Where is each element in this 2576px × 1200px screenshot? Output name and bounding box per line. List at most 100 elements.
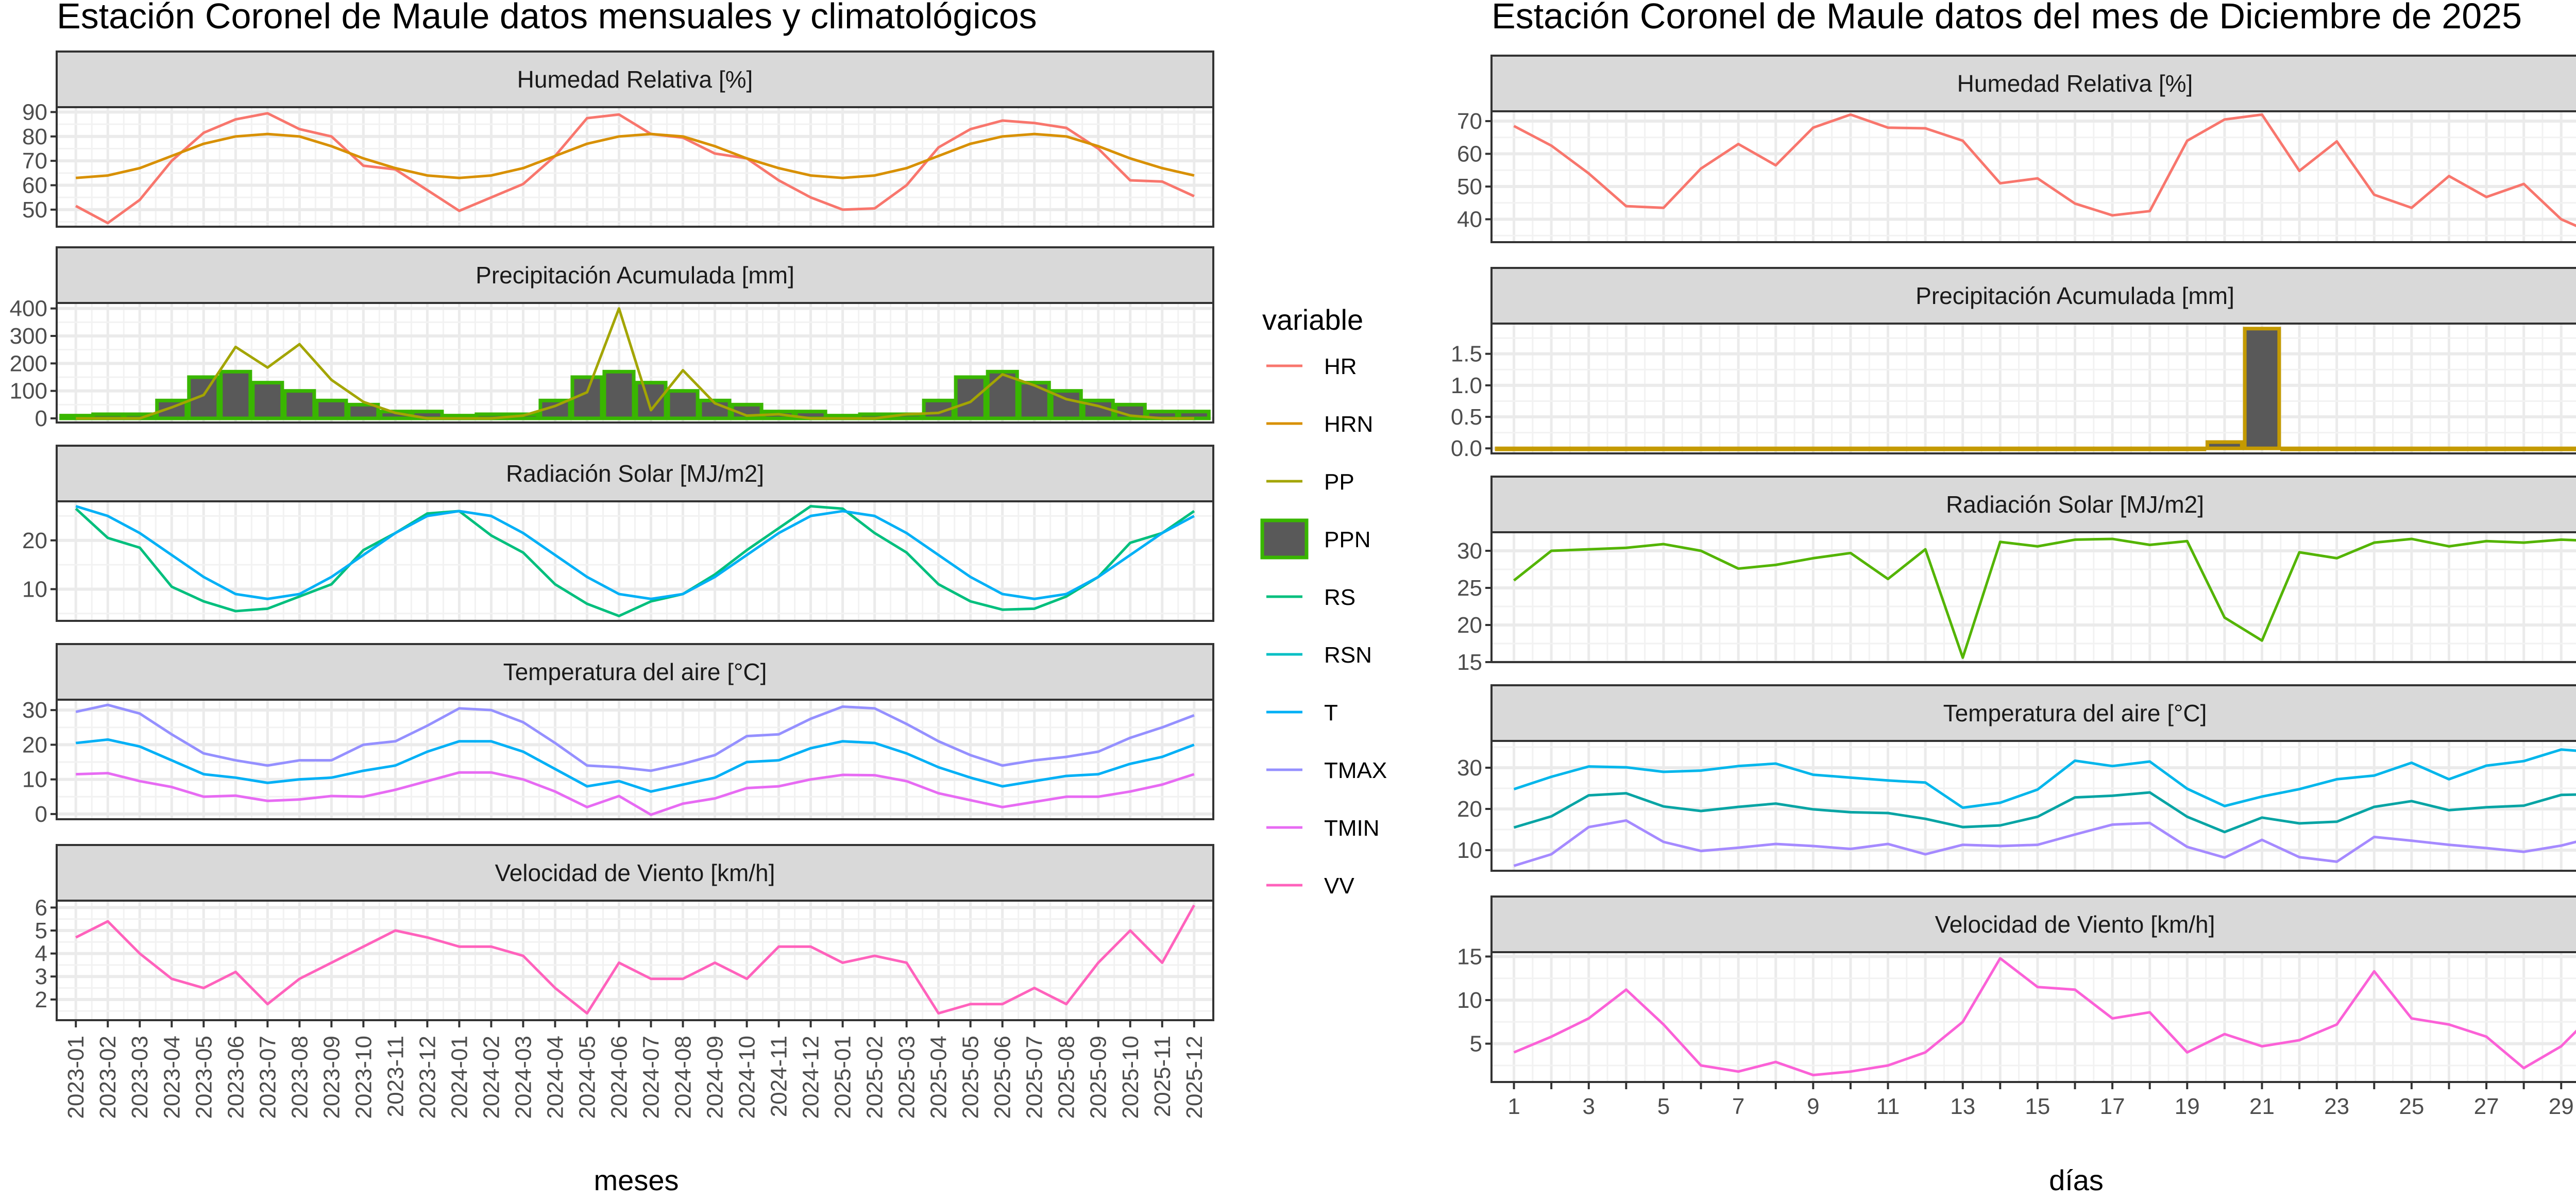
- panel-background: [1492, 532, 2576, 662]
- y-tick-label: 20: [1457, 613, 1482, 638]
- x-tick-label: 2025-08: [1054, 1036, 1079, 1119]
- y-tick-label: 400: [10, 296, 47, 322]
- x-tick-label: 23: [2324, 1094, 2349, 1119]
- y-tick-label: 20: [22, 732, 47, 757]
- y-tick-label: 25: [1457, 576, 1482, 601]
- bar-pp: [1832, 446, 1870, 451]
- y-tick-label: 50: [1457, 174, 1482, 199]
- bar-ppn: [954, 375, 987, 420]
- y-tick-label: 30: [22, 698, 47, 723]
- x-tick-label: 2024-05: [574, 1036, 600, 1119]
- x-tick-label: 2024-12: [799, 1036, 824, 1119]
- bar-ppn: [347, 402, 380, 420]
- legend-item-label: HRN: [1324, 412, 1373, 437]
- bar-ppn: [634, 381, 668, 420]
- panel-border: [56, 699, 1214, 820]
- x-tick-label: 2023-08: [287, 1036, 312, 1119]
- series-line-rs: [1513, 537, 2576, 659]
- x-tick-label: 2025-02: [862, 1036, 888, 1119]
- x-tick-label: 2023-01: [63, 1036, 89, 1119]
- y-tick-label: 10: [22, 767, 47, 792]
- y-tick-label: 0: [35, 802, 47, 827]
- bar-ppn: [315, 398, 348, 420]
- x-tick-label: 17: [2100, 1094, 2125, 1119]
- x-tick-label: 2025-03: [894, 1036, 920, 1119]
- panel-border: [1490, 110, 2576, 243]
- x-tick-label: 29: [2549, 1094, 2574, 1119]
- facet-strip-label: Velocidad de Viento [km/h]: [1935, 911, 2215, 938]
- facet-strip: [56, 643, 1214, 701]
- legend-item-label: VV: [1324, 873, 1354, 899]
- series-line-hr: [1513, 113, 2576, 227]
- x-tick-label: 1: [1507, 1094, 1520, 1119]
- bar-pp: [1756, 446, 1795, 451]
- y-tick-label: 1.5: [1451, 342, 1482, 367]
- facet-strip: [1490, 267, 2576, 325]
- y-tick-label: 30: [1457, 538, 1482, 564]
- facet-strip-label: Humedad Relativa [%]: [1957, 70, 2193, 97]
- series-line-rs: [75, 504, 1195, 618]
- facet-strip: [1490, 55, 2576, 112]
- plot-layer: Humedad Relativa [%]5060708090Precipitac…: [10, 50, 2576, 1119]
- x-tick-label: 2023-06: [223, 1036, 248, 1119]
- facet-strip-label: Precipitación Acumulada [mm]: [476, 262, 794, 289]
- panel-background: [1492, 952, 2576, 1082]
- y-tick-label: 90: [22, 99, 47, 125]
- legend-item-label: RSN: [1324, 643, 1372, 668]
- y-tick-label: 10: [1457, 988, 1482, 1013]
- legend-item-label: TMIN: [1324, 816, 1380, 841]
- panel-border: [56, 302, 1214, 424]
- bar-ppn: [155, 398, 189, 420]
- y-tick-label: 80: [22, 124, 47, 149]
- legend-item-label: RS: [1324, 585, 1355, 610]
- y-tick-label: 5: [1470, 1032, 1482, 1057]
- y-tick-label: 30: [1457, 755, 1482, 781]
- panel-border: [1490, 323, 2576, 454]
- series-line-rsn: [75, 505, 1195, 600]
- facet-strip: [1490, 684, 2576, 742]
- panel-background: [1492, 111, 2576, 242]
- legend-item-label: PP: [1324, 469, 1354, 495]
- y-tick-label: 4: [35, 941, 47, 967]
- panel-border: [56, 500, 1214, 622]
- bar-pp: [1495, 446, 1533, 451]
- x-tick-label: 2023-12: [415, 1036, 440, 1119]
- x-tick-label: 2023-05: [191, 1036, 216, 1119]
- bar-ppn: [219, 369, 252, 420]
- bar-pp: [2093, 446, 2131, 451]
- y-tick-label: 300: [10, 324, 47, 349]
- bar-pp: [2317, 446, 2356, 451]
- x-tick-label: 19: [2175, 1094, 2200, 1119]
- bar-pp: [1607, 446, 1646, 451]
- bar-pp: [2430, 446, 2468, 451]
- series-line-tmax: [1513, 748, 2576, 809]
- bar-pp: [2280, 446, 2318, 451]
- facet-strip-label: Velocidad de Viento [km/h]: [495, 859, 775, 886]
- x-tick-label: 2025-05: [958, 1036, 984, 1119]
- facet-strip: [56, 445, 1214, 502]
- y-tick-label: 15: [1457, 650, 1482, 675]
- x-tick-label: 15: [2025, 1094, 2050, 1119]
- bar-pp: [2504, 446, 2543, 451]
- series-line-vv: [75, 904, 1195, 1015]
- y-tick-label: 200: [10, 351, 47, 376]
- y-tick-label: 0.5: [1451, 404, 1482, 430]
- facet-strip: [1490, 476, 2576, 533]
- x-tick-label: 2025-11: [1150, 1036, 1175, 1117]
- bar-ppn: [666, 389, 700, 420]
- x-tick-label: 2023-07: [255, 1036, 280, 1119]
- bar-ppn: [283, 389, 316, 420]
- facet-strip-label: Radiación Solar [MJ/m2]: [1946, 491, 2204, 518]
- facet-strip: [56, 844, 1214, 902]
- x-tick-label: 21: [2249, 1094, 2275, 1119]
- x-tick-label: 27: [2474, 1094, 2499, 1119]
- x-tick-label: 25: [2399, 1094, 2424, 1119]
- right-chart-title: Estación Coronel de Maule datos del mes …: [1492, 0, 2522, 36]
- bar-pp: [1719, 446, 1758, 451]
- bar-pp: [1906, 446, 1945, 451]
- y-tick-label: 10: [1457, 838, 1482, 863]
- y-tick-label: 2: [35, 987, 47, 1012]
- series-line-vv: [1513, 957, 2576, 1076]
- y-tick-label: 70: [1457, 109, 1482, 134]
